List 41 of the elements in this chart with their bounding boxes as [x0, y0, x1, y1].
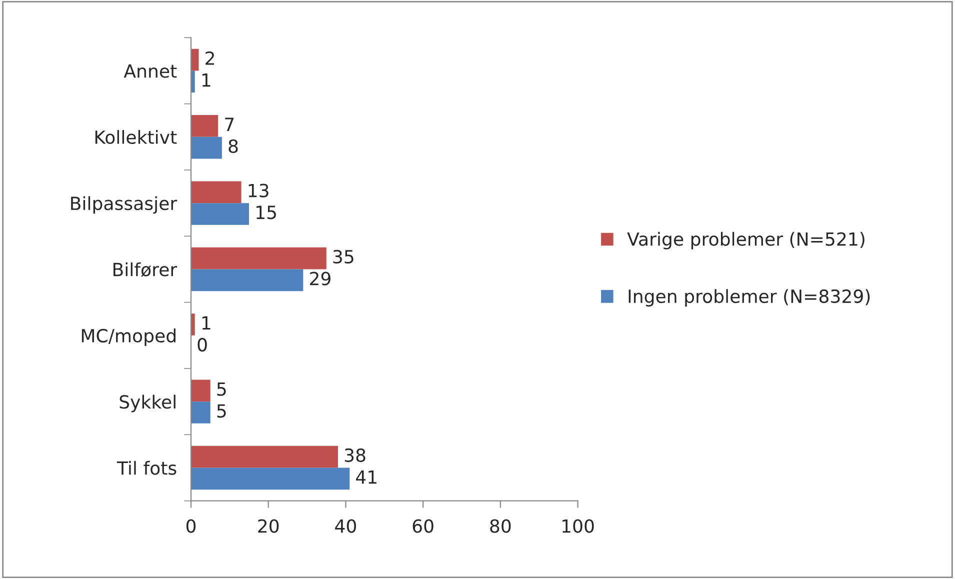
y-tick-label: Kollektivt — [95, 130, 177, 144]
bar — [191, 380, 210, 402]
x-tick-label: 100 — [562, 519, 594, 533]
bar — [191, 70, 195, 93]
bar — [191, 468, 350, 490]
y-tick-label: Bilfører — [114, 262, 178, 277]
bar — [191, 402, 210, 424]
data-label: 29 — [310, 272, 330, 286]
bar — [191, 446, 338, 468]
bar — [191, 247, 326, 270]
data-label: 2 — [206, 51, 214, 65]
data-label: 1 — [202, 316, 210, 330]
data-label: 5 — [217, 382, 226, 396]
data-label: 13 — [248, 184, 268, 198]
data-label: 15 — [256, 206, 276, 220]
data-label: 38 — [344, 448, 366, 462]
x-tick-label: 0 — [186, 519, 196, 533]
y-tick-label: Bilpassasjer — [71, 196, 178, 214]
legend-label: Ingen problemer (N=8329) — [628, 289, 870, 307]
y-tick-label: MC/moped — [82, 328, 176, 346]
x-tick-label: 80 — [490, 519, 511, 533]
bar — [191, 314, 195, 336]
bar — [191, 269, 304, 292]
legend-label: Varige problemer (N=521) — [627, 232, 864, 250]
data-label: 35 — [333, 250, 354, 264]
data-label: 8 — [228, 139, 238, 154]
bar — [191, 181, 242, 204]
y-tick-label: Annet — [124, 64, 177, 78]
bar — [191, 203, 250, 225]
data-label: 1 — [202, 73, 210, 87]
x-tick-label: 40 — [335, 519, 356, 533]
data-label: 0 — [198, 338, 207, 352]
x-tick-label: 20 — [258, 519, 279, 533]
data-label: 7 — [225, 118, 234, 131]
bar — [191, 115, 218, 137]
data-label: 41 — [356, 470, 376, 484]
x-tick-label: 60 — [412, 519, 434, 533]
y-tick-label: Sykkel — [120, 394, 176, 412]
data-label: 5 — [217, 404, 226, 418]
y-tick-label: Til fots — [116, 460, 176, 475]
bar — [191, 136, 222, 159]
